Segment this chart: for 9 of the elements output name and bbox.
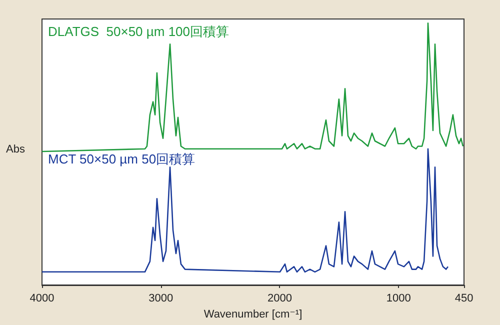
x-tick-label: 3000 <box>148 292 174 304</box>
text: DLATGS 50×50 µm 100回積算 <box>48 24 230 40</box>
x-tick-label: 1000 <box>386 292 411 304</box>
x-tick-label: 450 <box>454 292 474 304</box>
x-axis-title: Wavenumber [cm⁻¹] <box>204 308 302 320</box>
y-axis-title: Abs <box>6 144 26 156</box>
x-tick-label: 2000 <box>268 292 292 304</box>
x-tick-label: 4000 <box>30 292 54 304</box>
series-label: MCT 50×50 µm 50回積算 <box>48 151 196 166</box>
